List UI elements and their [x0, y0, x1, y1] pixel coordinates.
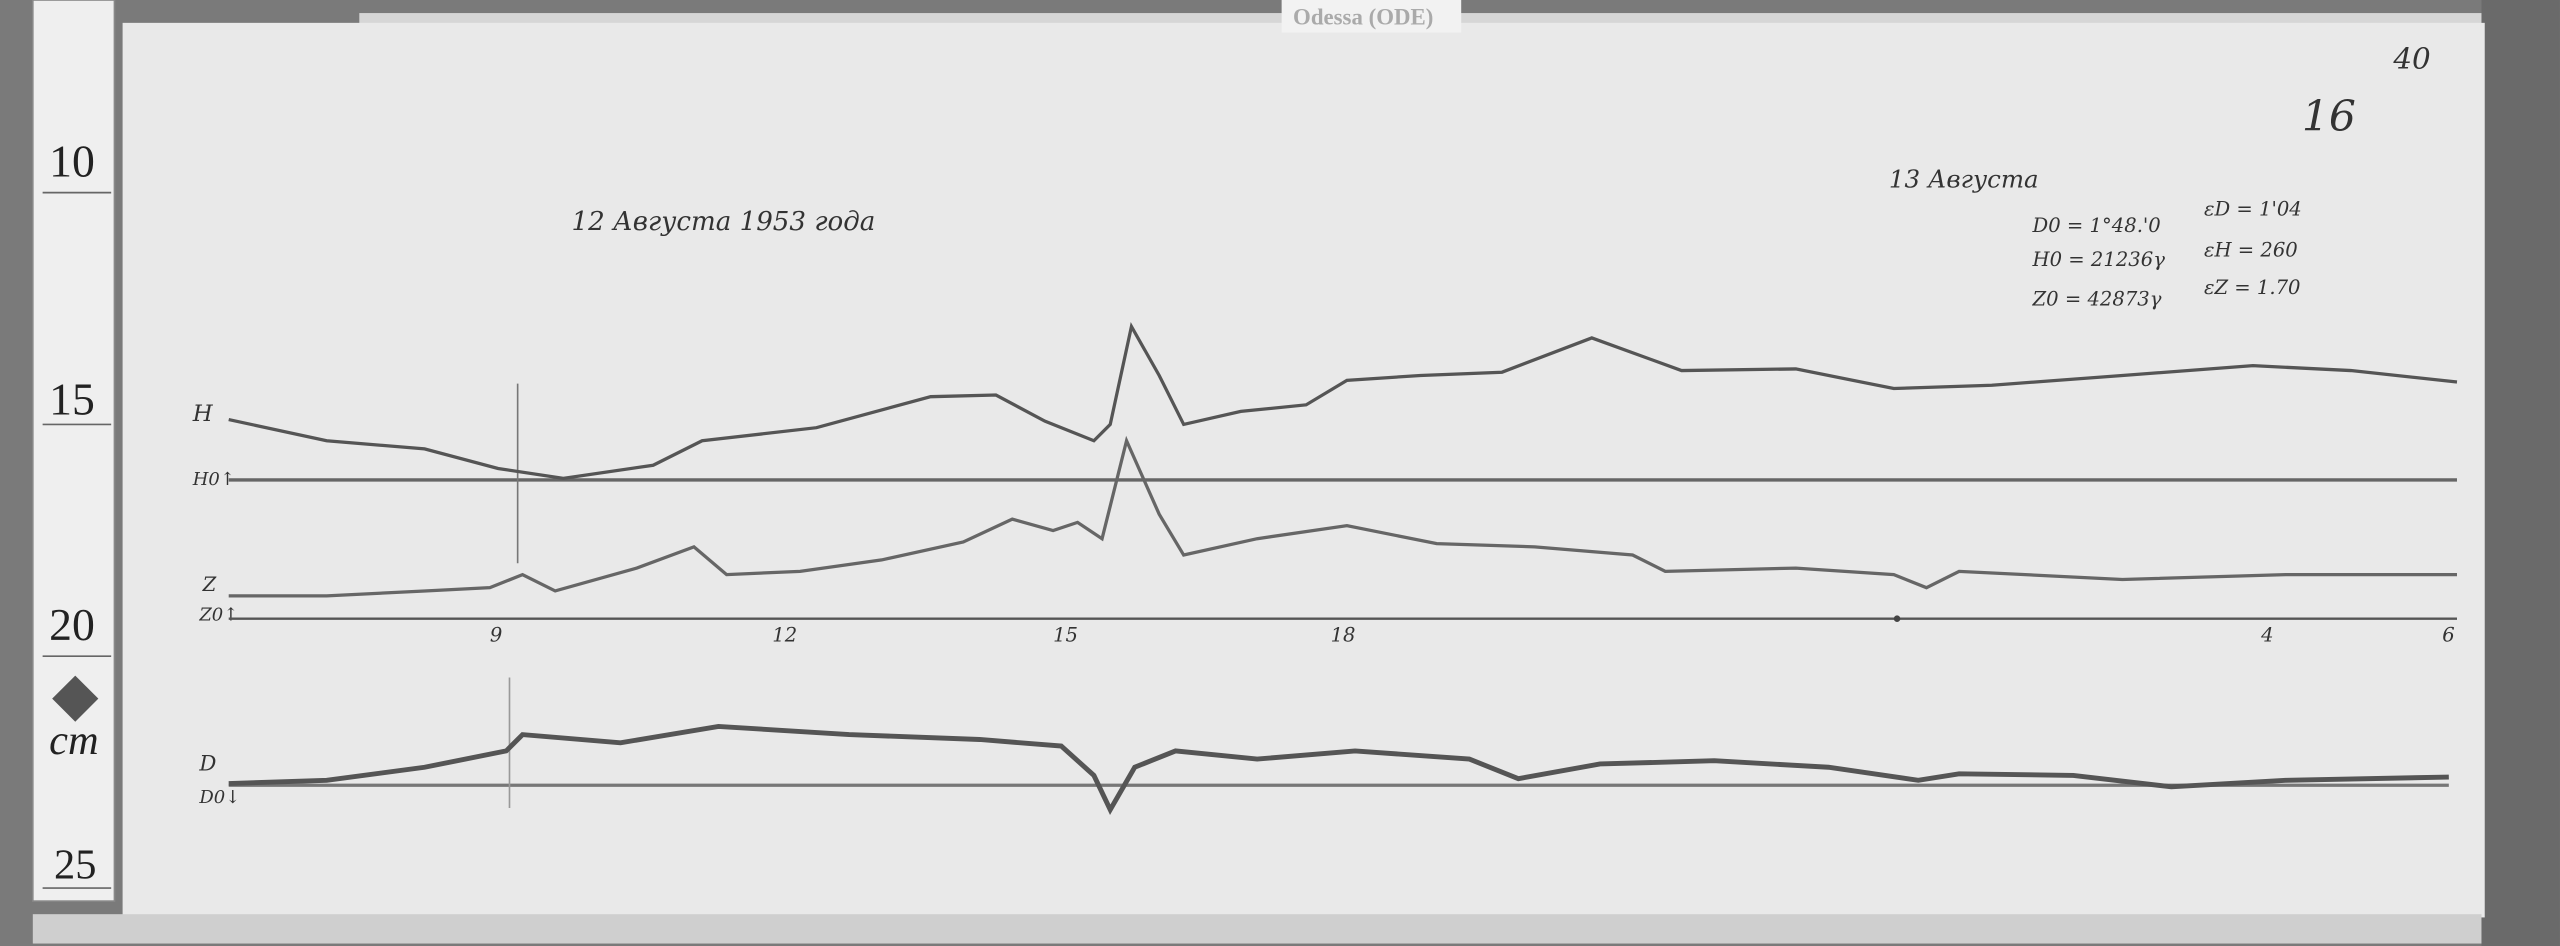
- constant-D0: D0 = 1°48.'0: [2032, 214, 2161, 237]
- hour-label: 12: [772, 624, 797, 647]
- label-H: H: [192, 401, 214, 427]
- label-Z: Z: [202, 573, 217, 596]
- ruler-mark-25: 25: [54, 841, 96, 888]
- label-D0: D0↓: [198, 787, 240, 808]
- station-label: Odessa (ODE): [1293, 4, 1433, 29]
- constant-eD: εD = 1'04: [2204, 197, 2302, 220]
- corner-mark: 16: [2302, 93, 2356, 142]
- ruler-mark-15: 15: [49, 374, 95, 425]
- hour-label: 18: [1331, 624, 1356, 647]
- label-H0: H0↑: [192, 469, 235, 490]
- hour-label: 9: [490, 624, 502, 647]
- hour-label: 15: [1053, 624, 1078, 647]
- ruler-unit: cm: [49, 717, 98, 764]
- title-day1: 12 Августа 1953 года: [572, 207, 876, 237]
- label-Z0: Z0↑: [198, 604, 238, 625]
- trace-Z: [228, 435, 2457, 598]
- constant-Z0: Z0 = 42873γ: [2032, 287, 2162, 310]
- ruler: 10 15 20 cm 25: [31, 0, 116, 902]
- label-D: D: [198, 752, 216, 777]
- hour-label: 4: [2260, 624, 2273, 647]
- trace-H: [228, 321, 2458, 480]
- title-day2: 13 Августа: [1889, 165, 2039, 194]
- trace-D: [228, 723, 2449, 815]
- ruler-mark-10: 10: [49, 135, 95, 186]
- ruler-mark-20: 20: [49, 599, 95, 650]
- constant-H0: H0 = 21236γ: [2032, 248, 2166, 271]
- constant-eH: εH = 260: [2204, 238, 2298, 261]
- constant-eZ: εZ = 1.70: [2204, 276, 2301, 299]
- hour-label: 6: [2442, 624, 2454, 647]
- sheet-number: 40: [2392, 42, 2430, 76]
